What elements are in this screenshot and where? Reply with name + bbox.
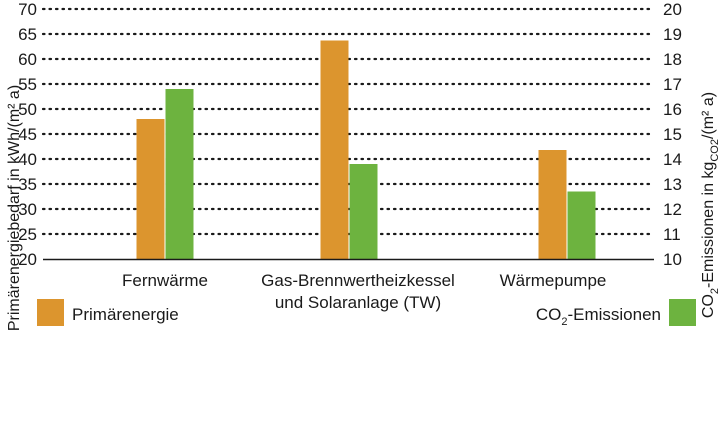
bar-primaerenergie-2 <box>320 40 349 259</box>
y-left-tick-label: 55 <box>18 75 37 94</box>
y-right-tick-label: 13 <box>663 175 682 194</box>
y-left-tick-label: 45 <box>18 125 37 144</box>
y-right-tick-label: 14 <box>663 150 682 169</box>
y-right-tick-label: 19 <box>663 25 682 44</box>
legend-swatch-primaerenergie <box>37 299 64 326</box>
y-left-tick-label: 65 <box>18 25 37 44</box>
y-left-tick-label: 20 <box>18 250 37 269</box>
category-label: Fernwärme <box>122 271 208 290</box>
y-left-tick-label: 50 <box>18 100 37 119</box>
legend: Primärenergie CO2-Emissionen <box>37 299 696 328</box>
bar-co2-2 <box>349 164 378 259</box>
y-axis-label-left: Primärenergiebedarf in kWh/(m² a) <box>6 85 23 331</box>
y-left-tick-label: 30 <box>18 200 37 219</box>
category-label: Gas-Brennwertheizkessel <box>261 271 455 290</box>
legend-label-co2: CO2-Emissionen <box>536 305 661 328</box>
y-right-tick-label: 20 <box>663 0 682 19</box>
bars <box>136 40 596 259</box>
right-ticks: 10 11 12 13 14 15 16 17 18 19 20 <box>663 0 682 269</box>
y-right-label-part-2: -Emissionen in kg <box>700 162 717 288</box>
y-left-tick-label: 70 <box>18 0 37 19</box>
y-right-label-sub-2: CO2 <box>709 139 721 162</box>
y-right-tick-label: 16 <box>663 100 682 119</box>
legend-co2-suffix: -Emissionen <box>567 305 661 324</box>
y-right-label-part-1: CO <box>700 294 717 318</box>
category-label: Wärmepumpe <box>500 271 607 290</box>
y-right-tick-label: 10 <box>663 250 682 269</box>
y-right-label-part-3: /(m² a) <box>700 92 717 139</box>
legend-co2-sub: 2 <box>561 316 567 328</box>
bar-co2-1 <box>165 89 194 259</box>
legend-swatch-co2 <box>669 299 696 326</box>
left-ticks: 20 25 30 35 40 45 50 55 60 65 70 <box>18 0 37 269</box>
bar-primaerenergie-1 <box>136 119 165 259</box>
y-right-tick-label: 17 <box>663 75 682 94</box>
category-labels: Fernwärme Gas-Brennwertheizkessel und Sola… <box>122 271 606 312</box>
y-left-tick-label: 25 <box>18 225 37 244</box>
y-left-tick-label: 60 <box>18 50 37 69</box>
y-left-tick-label: 40 <box>18 150 37 169</box>
bar-co2-3 <box>567 191 596 259</box>
category-label: und Solaranlage (TW) <box>275 293 441 312</box>
y-right-tick-label: 15 <box>663 125 682 144</box>
y-right-tick-label: 11 <box>663 225 681 244</box>
y-right-tick-label: 12 <box>663 200 682 219</box>
y-axis-label-right: CO2-Emissionen in kgCO2/(m² a) <box>700 92 721 318</box>
y-right-label-sub-1: 2 <box>709 288 721 294</box>
y-left-tick-label: 35 <box>18 175 37 194</box>
legend-label-primaerenergie: Primärenergie <box>72 305 179 324</box>
legend-co2-prefix: CO <box>536 305 562 324</box>
y-right-tick-label: 18 <box>663 50 682 69</box>
bar-primaerenergie-3 <box>538 150 567 259</box>
